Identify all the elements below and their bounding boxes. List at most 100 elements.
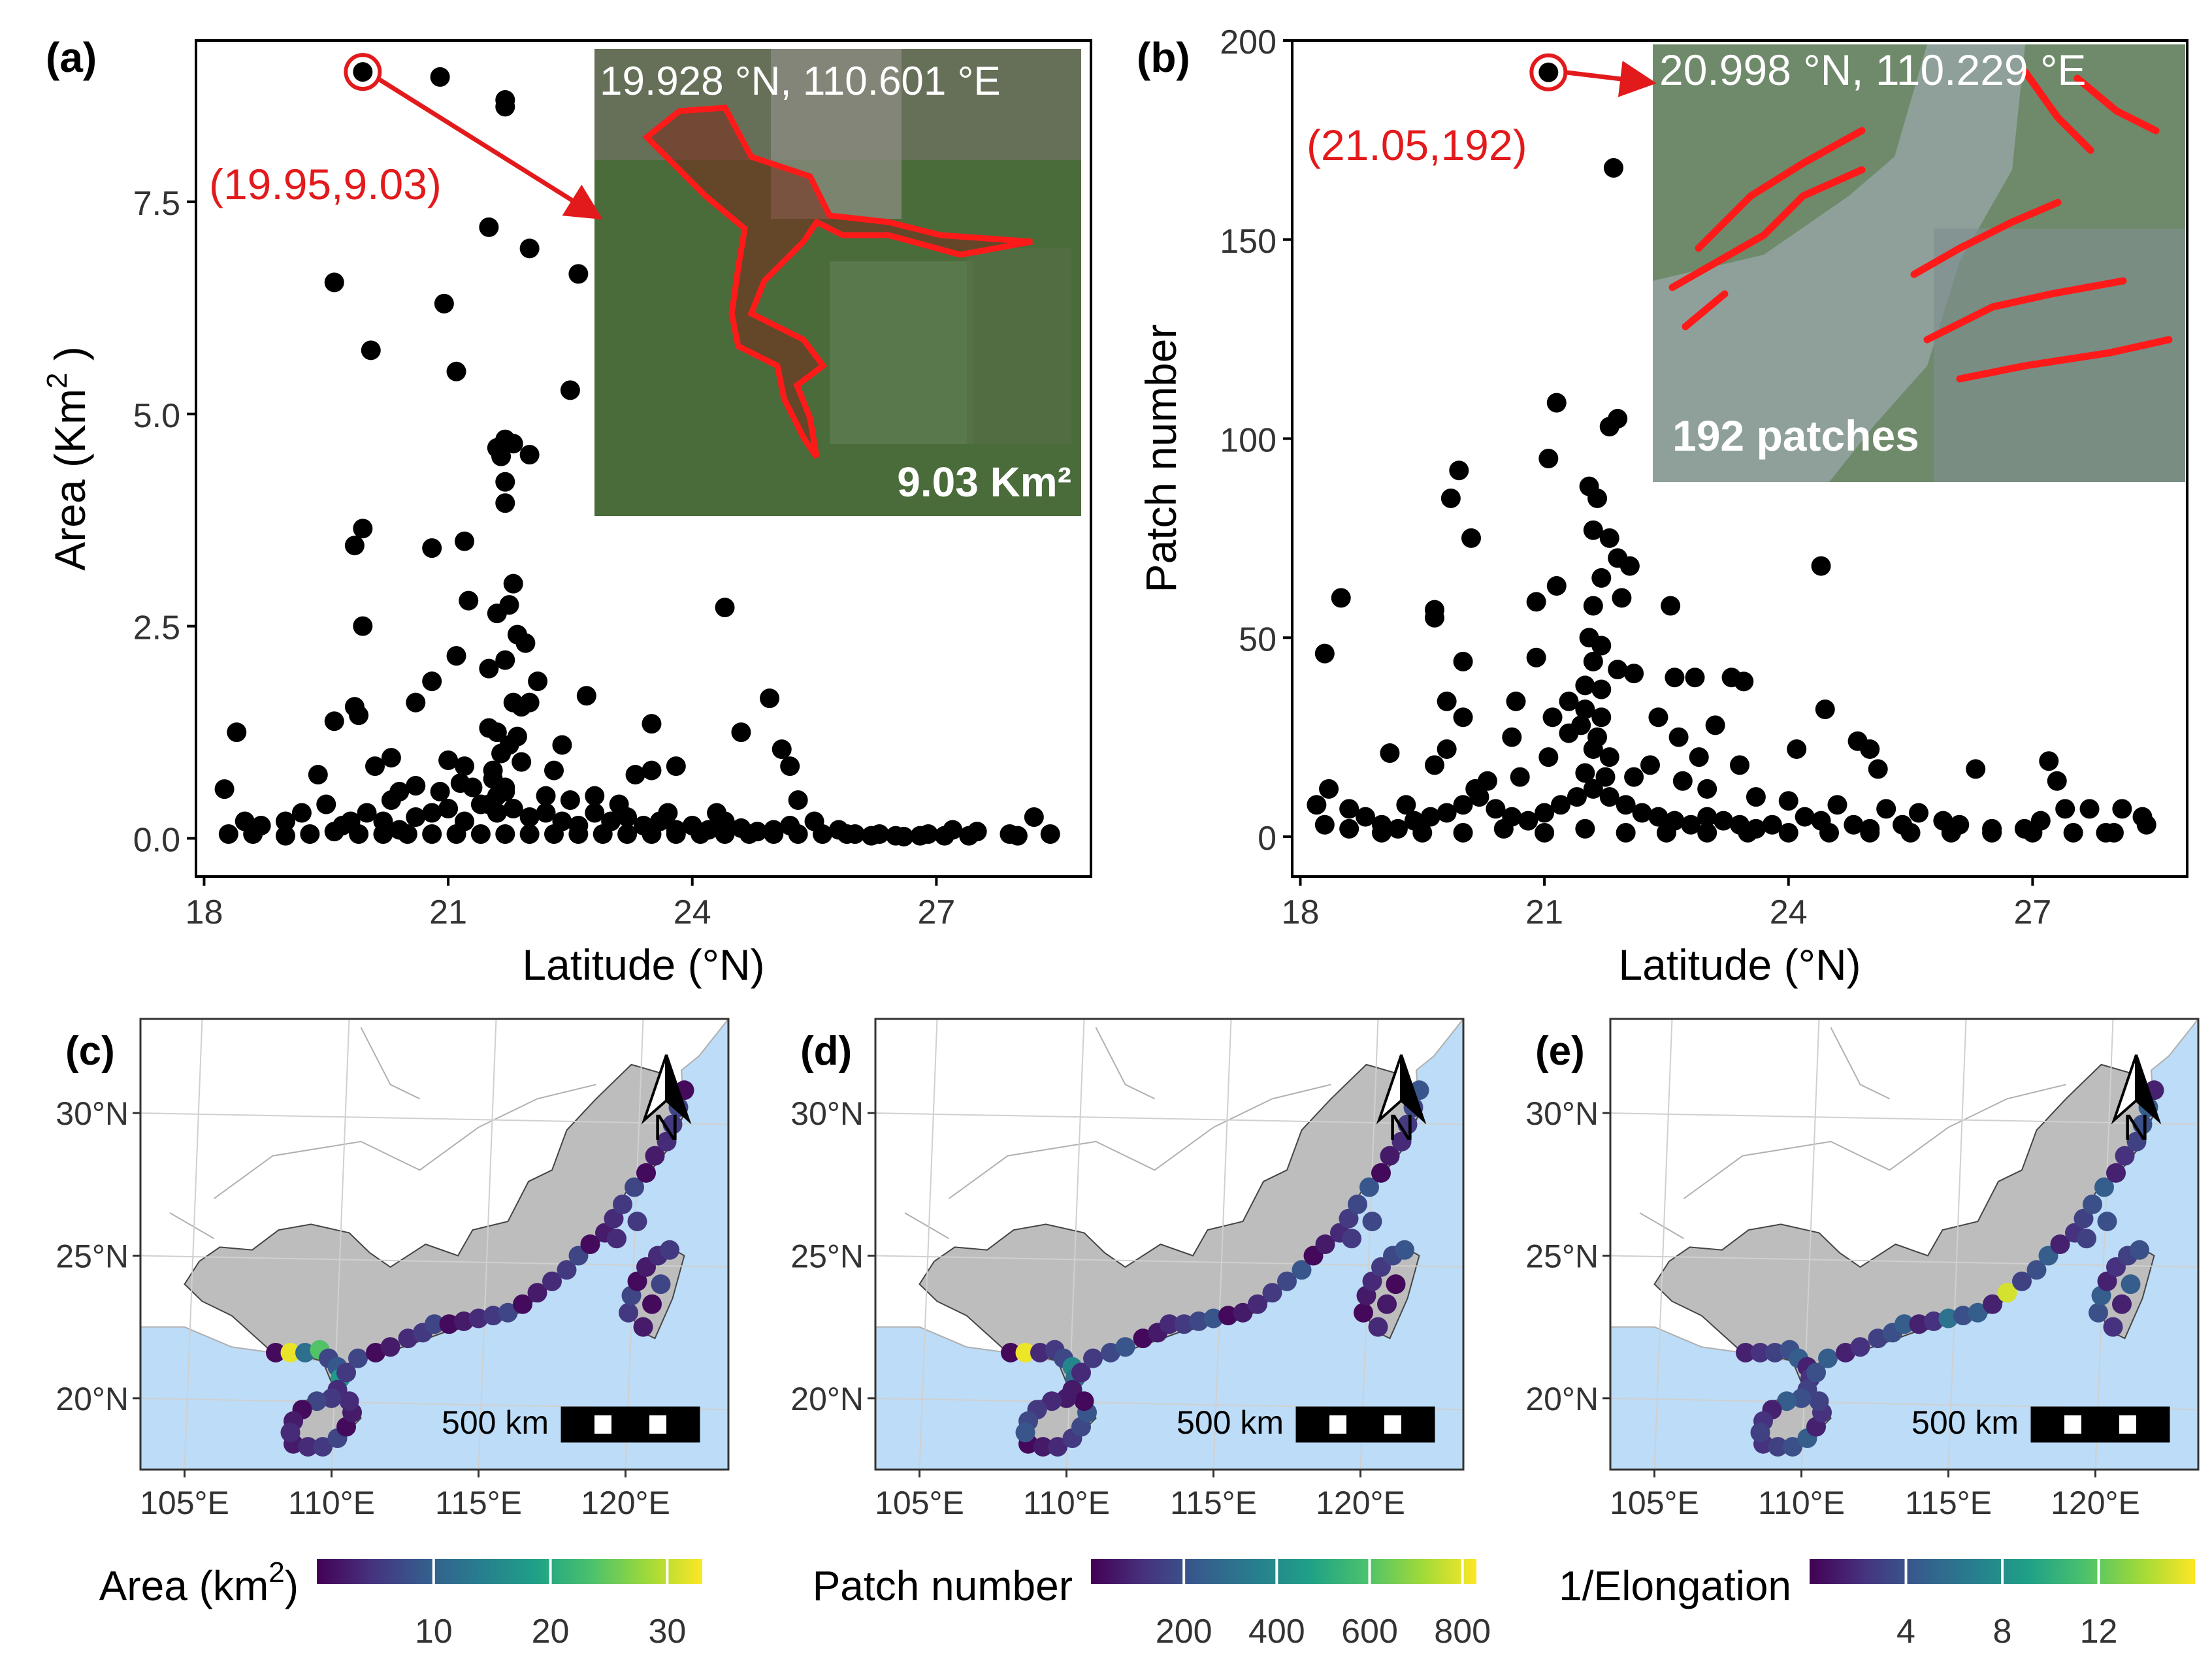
panel-a-points <box>214 62 1060 846</box>
data-point <box>1689 747 1709 767</box>
scale-bar-segment <box>562 1408 589 1442</box>
data-point <box>430 782 450 802</box>
scale-bar-segment <box>617 1408 644 1442</box>
data-point <box>1672 771 1693 791</box>
lat-label: 25°N <box>1525 1238 1599 1274</box>
data-point <box>470 824 491 845</box>
coastal-site-point <box>380 1337 400 1357</box>
coastal-site-point <box>1868 1329 1888 1349</box>
scale-bar-frame <box>2030 1406 2170 1443</box>
data-point <box>1599 417 1619 437</box>
x-tick-label: 18 <box>186 894 223 931</box>
data-point <box>1982 822 2002 843</box>
coastal-site-point <box>1001 1342 1020 1362</box>
coastal-site-point <box>1339 1208 1359 1229</box>
data-point <box>227 722 247 743</box>
graticule-lat <box>140 1112 728 1125</box>
data-point <box>450 773 470 794</box>
scale-bar-segment-light <box>594 1415 611 1434</box>
panel-b-x-ticks: 18 21 24 27 <box>1282 877 2051 931</box>
coastal-site-point <box>604 1208 624 1229</box>
north-label: N <box>1388 1106 1414 1148</box>
panel-b: (b) 0 50 100 150 200 18 21 24 27 20.998 °N, 110… <box>1137 24 2188 989</box>
coastal-site-point <box>1056 1388 1077 1408</box>
panel-a-highlight-label: (19.95,9.03) <box>209 160 442 208</box>
coastal-site-point <box>1391 1131 1412 1152</box>
panel-a-highlight-arrow <box>378 78 603 220</box>
coastal-site-point <box>1362 1271 1382 1291</box>
data-point <box>1535 822 1555 843</box>
data-point <box>1656 822 1676 843</box>
lon-label: 120°E <box>581 1485 670 1521</box>
coastal-site-point <box>1836 1342 1855 1362</box>
data-point <box>772 739 792 760</box>
data-point <box>1705 715 1725 735</box>
map-content <box>875 1019 1463 1470</box>
data-point <box>934 826 954 846</box>
data-point <box>1331 588 1351 608</box>
data-point <box>1339 818 1359 839</box>
data-point <box>2063 822 2083 843</box>
data-point <box>1778 791 1798 811</box>
data-point <box>446 361 466 381</box>
data-point <box>1388 818 1408 839</box>
coastal-site-point <box>1015 1423 1035 1443</box>
coastal-site-point <box>1938 1308 1959 1329</box>
scale-bar-segment <box>672 1408 699 1442</box>
graticule-lat <box>1610 1112 2198 1125</box>
data-point <box>1559 691 1579 711</box>
graticule-lat <box>140 1255 728 1268</box>
coastal-site-point <box>657 1131 677 1152</box>
coastal-site-point <box>1768 1437 1788 1457</box>
data-point <box>1616 795 1636 815</box>
data-point <box>1591 707 1612 728</box>
data-point <box>1624 767 1644 787</box>
data-point <box>1396 795 1416 815</box>
data-point <box>434 293 454 314</box>
data-point <box>1697 779 1717 799</box>
data-point <box>1599 747 1619 767</box>
panel-b-highlight-arrow <box>1565 61 1657 97</box>
scale-bar-segment-light <box>1329 1415 1346 1434</box>
data-point <box>1900 822 1921 843</box>
graticule-lat <box>875 1255 1463 1268</box>
data-point <box>1583 520 1603 540</box>
data-point <box>1591 679 1612 700</box>
data-point <box>1546 576 1567 596</box>
data-point <box>519 692 540 713</box>
data-point <box>1665 668 1685 688</box>
data-point <box>422 671 442 692</box>
coastal-provinces <box>1653 1063 2155 1392</box>
data-point <box>1510 767 1530 787</box>
data-point <box>406 692 426 713</box>
data-point <box>308 765 328 785</box>
data-point <box>1860 822 1880 843</box>
lon-label: 115°E <box>1170 1485 1257 1521</box>
data-point <box>344 536 365 556</box>
data-point <box>519 445 540 465</box>
panel-a-highlight-ring <box>344 53 382 91</box>
scale-bar-frame <box>1295 1406 1435 1443</box>
colorbar-legend: 1/Elongation 4 8 12 <box>1559 1559 2195 1651</box>
data-point <box>1007 826 1028 846</box>
coastal-site-point <box>280 1342 301 1362</box>
coastal-site-point <box>1248 1294 1267 1314</box>
north-arrow-icon-shade <box>1400 1054 1427 1125</box>
data-point <box>438 799 459 819</box>
data-point <box>1440 488 1461 508</box>
data-point <box>1762 814 1782 835</box>
lat-label: 20°N <box>56 1381 129 1417</box>
data-point <box>1681 814 1701 835</box>
coastal-site-point <box>1765 1342 1785 1362</box>
province-border <box>904 1212 950 1240</box>
y-tick-label: 200 <box>1220 24 1277 61</box>
coastal-site-point <box>1133 1329 1153 1349</box>
lat-label: 25°N <box>790 1238 864 1274</box>
data-point <box>552 735 572 755</box>
coastal-site-point <box>2130 1240 2149 1260</box>
colorbar-legend: Area (km2) 10 20 30 <box>99 1556 702 1651</box>
coastal-site-point <box>439 1314 459 1334</box>
panel-a-x-label: Latitude (°N) <box>522 941 764 989</box>
data-point <box>1714 811 1734 831</box>
coastal-site-point <box>1101 1342 1120 1362</box>
